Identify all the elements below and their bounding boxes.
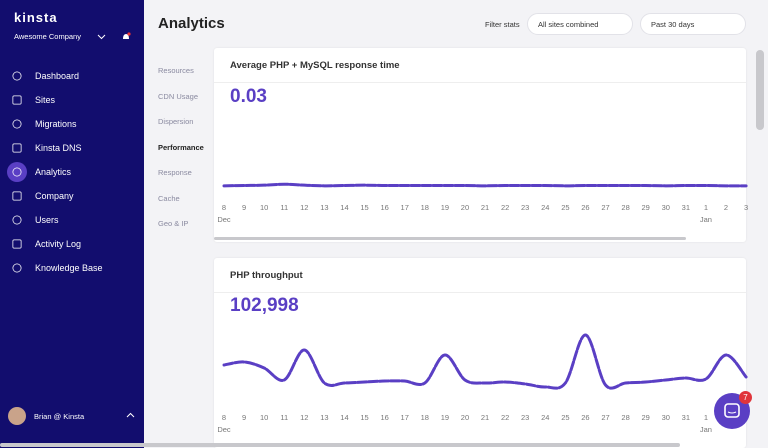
menu-item[interactable]: Users <box>35 215 59 225</box>
panel-title: Average PHP + MySQL response time <box>230 60 400 71</box>
menu-item[interactable]: Dashboard <box>35 71 80 81</box>
logo[interactable]: kinsta <box>14 10 58 25</box>
panel: PHP throughput 102,998 <box>214 258 746 448</box>
menu-item[interactable]: Knowledge Base <box>35 263 103 273</box>
subnav-item[interactable]: Response <box>158 168 192 177</box>
panel: Average PHP + MySQL response time 0.03 <box>214 48 746 242</box>
subnav-item[interactable]: Cache <box>158 193 180 203</box>
subnav-item[interactable]: Geo & IP <box>158 219 189 228</box>
divider <box>214 292 746 293</box>
filter-label: Filter stats <box>485 20 520 29</box>
chevron[interactable] <box>97 34 106 40</box>
menu-item[interactable]: Activity Log <box>35 239 82 249</box>
site-select[interactable]: All sites combined <box>527 13 633 35</box>
panel-value: 102,998 <box>230 295 299 316</box>
menu-icon <box>12 119 22 129</box>
subnav-item[interactable]: Resources <box>158 66 194 75</box>
menu-icon <box>12 167 22 177</box>
sidebar: kinsta Awesome Company Dashboard Sites Mig… <box>0 0 144 448</box>
avatar[interactable] <box>8 407 26 425</box>
menu-item[interactable]: Company <box>35 191 74 201</box>
menu-icon <box>12 71 22 81</box>
subnav-item[interactable]: Dispersion <box>158 117 194 126</box>
menu-item[interactable]: Analytics <box>35 167 72 177</box>
page-title: Analytics <box>158 15 225 32</box>
menu-icon <box>12 215 22 225</box>
menu-icon <box>12 239 22 249</box>
bell-icon[interactable] <box>121 32 131 42</box>
subnav-item[interactable]: CDN Usage <box>158 91 199 101</box>
chat-icon <box>724 403 740 418</box>
user-name[interactable]: Brian @ Kinsta <box>34 412 85 421</box>
menu-item[interactable]: Sites <box>35 95 56 105</box>
scrollbar[interactable] <box>756 50 764 130</box>
menu-icon <box>12 95 22 105</box>
chat-badge: 7 <box>739 391 752 404</box>
chevron[interactable] <box>126 412 135 418</box>
panel-title: PHP throughput <box>230 270 303 281</box>
divider <box>214 82 746 83</box>
panel-value: 0.03 <box>230 86 267 107</box>
menu-item[interactable]: Kinsta DNS <box>35 143 82 153</box>
menu-icon <box>12 263 22 273</box>
company-name[interactable]: Awesome Company <box>14 32 81 41</box>
menu-item[interactable]: Migrations <box>35 119 77 129</box>
subnav-item[interactable]: Performance <box>158 142 204 152</box>
menu-icon <box>12 191 22 201</box>
menu-icon <box>12 143 22 153</box>
period-select[interactable]: Past 30 days <box>640 13 746 35</box>
